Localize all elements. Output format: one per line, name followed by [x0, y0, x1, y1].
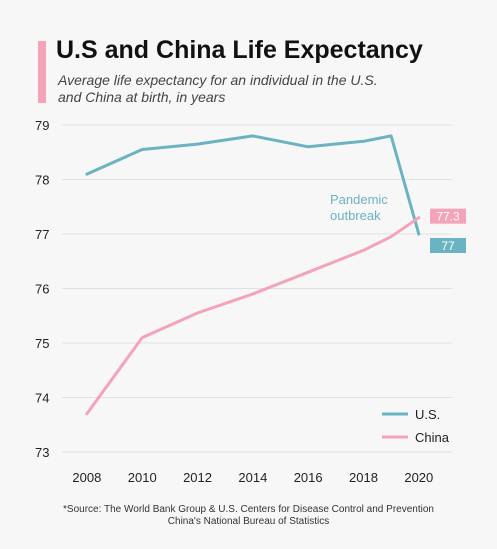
y-tick-label-79: 79	[35, 118, 49, 133]
end-label-china: 77.3	[436, 210, 460, 224]
chart-title: U.S and China Life Expectancy	[56, 36, 423, 64]
series-line-china	[85, 216, 421, 416]
x-tick-label-2008: 2008	[72, 470, 101, 485]
legend-label-us: U.S.	[415, 407, 440, 422]
y-tick-label-74: 74	[35, 391, 49, 406]
source-note: *Source: The World Bank Group & U.S. Cen…	[0, 504, 497, 528]
legend-label-china: China	[415, 430, 450, 445]
series-line-us	[85, 134, 421, 236]
x-tick-label-2020: 2020	[404, 470, 433, 485]
x-tick-label-2014: 2014	[238, 470, 267, 485]
annotation-line-1: Pandemic	[330, 192, 388, 207]
y-tick-label-78: 78	[35, 173, 49, 188]
annotation-line-2: outbreak	[330, 208, 381, 223]
x-tick-label-2010: 2010	[128, 470, 157, 485]
y-tick-label-75: 75	[35, 336, 49, 351]
chart-subtitle: Average life expectancy for an individua…	[58, 72, 378, 105]
end-label-box-us	[430, 238, 466, 253]
source-line-1: *Source: The World Bank Group & U.S. Cen…	[63, 504, 434, 515]
end-label-us: 77	[441, 239, 455, 253]
title-accent-bar	[38, 41, 46, 103]
y-tick-label-76: 76	[35, 282, 49, 297]
x-tick-label-2012: 2012	[183, 470, 212, 485]
y-tick-label-77: 77	[35, 227, 49, 242]
x-tick-label-2016: 2016	[294, 470, 323, 485]
x-tick-label-2018: 2018	[349, 470, 378, 485]
end-label-box-china	[430, 208, 466, 224]
source-line-2: China's National Bureau of Statistics	[167, 516, 330, 527]
y-tick-label-73: 73	[35, 445, 49, 460]
